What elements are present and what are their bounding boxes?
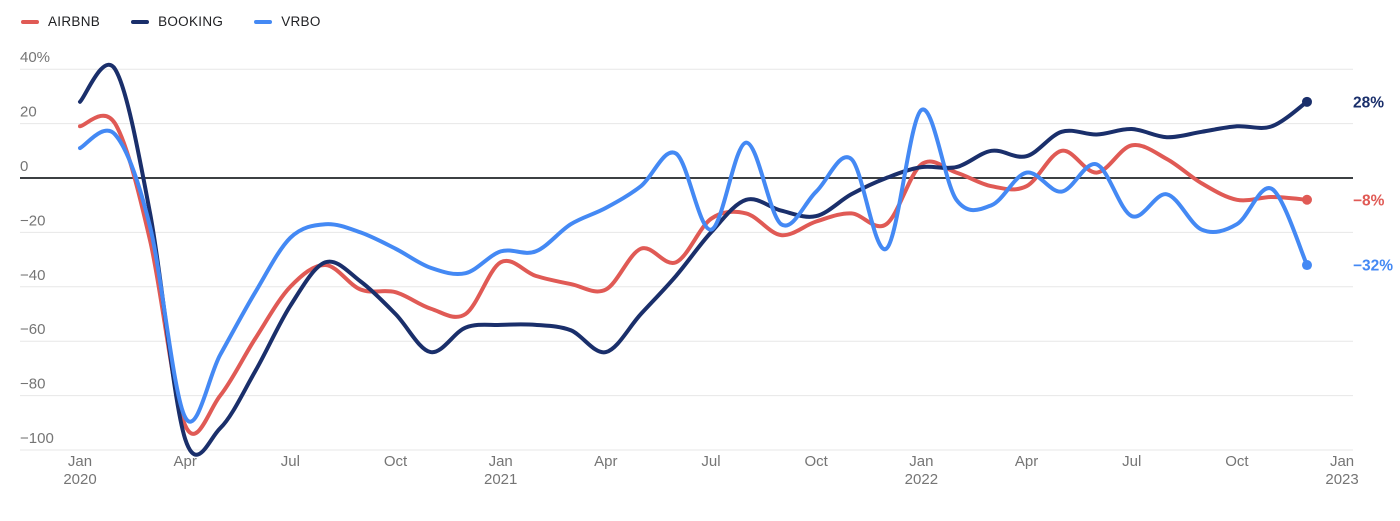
y-axis-tick-label: −40 [20,267,45,284]
x-axis-tick-label: Jan [909,453,933,470]
y-axis-tick-label: 40% [20,49,50,66]
y-axis-tick-label: 20 [20,104,37,121]
airbnb-line-swatch-icon [21,19,39,24]
legend-label-airbnb: AIRBNB [48,14,101,29]
series-line-booking [78,63,1309,457]
series-end-dot-vrbo [1301,260,1312,271]
x-axis-tick-label: Oct [1225,453,1249,470]
x-axis-tick-label: Oct [805,453,829,470]
x-axis-year-label: 2020 [63,471,96,488]
x-axis-tick-label: Apr [594,453,617,470]
x-axis-tick-label: Jul [281,453,300,470]
x-axis-tick-label: Jan [68,453,92,470]
series-end-dot-booking [1301,96,1312,107]
legend-item-vrbo[interactable]: VRBO [254,15,320,29]
y-axis-tick-label: −80 [20,376,45,393]
y-axis-tick-label: −100 [20,430,54,447]
chart-legend: AIRBNB BOOKING VRBO [21,15,321,29]
x-axis-year-label: 2022 [905,471,938,488]
series-line-airbnb [78,113,1309,436]
x-axis-tick-label: Oct [384,453,408,470]
x-axis-tick-label: Apr [1015,453,1038,470]
y-axis-tick-label: 0 [20,158,28,175]
series-line-vrbo [78,107,1309,424]
x-axis-tick-label: Jan [1330,453,1354,470]
x-axis-tick-label: Jul [1122,453,1141,470]
series-end-label-booking: 28% [1353,94,1384,111]
y-axis-tick-label: −60 [20,321,45,338]
legend-item-airbnb[interactable]: AIRBNB [21,15,100,29]
x-axis-tick-label: Jan [489,453,513,470]
legend-item-booking[interactable]: BOOKING [131,15,223,29]
legend-label-vrbo: VRBO [281,14,321,29]
x-axis-year-label: 2023 [1325,471,1358,488]
legend-label-booking: BOOKING [158,14,224,29]
x-axis-tick-label: Apr [173,453,196,470]
x-axis-tick-label: Jul [701,453,720,470]
series-end-label-airbnb: −8% [1353,192,1385,209]
vrbo-line-swatch-icon [254,19,273,24]
y-axis-tick-label: −20 [20,212,45,229]
booking-line-swatch-icon [131,19,150,24]
x-axis-year-label: 2021 [484,471,517,488]
series-end-label-vrbo: −32% [1353,258,1393,275]
series-end-dot-airbnb [1301,194,1312,205]
